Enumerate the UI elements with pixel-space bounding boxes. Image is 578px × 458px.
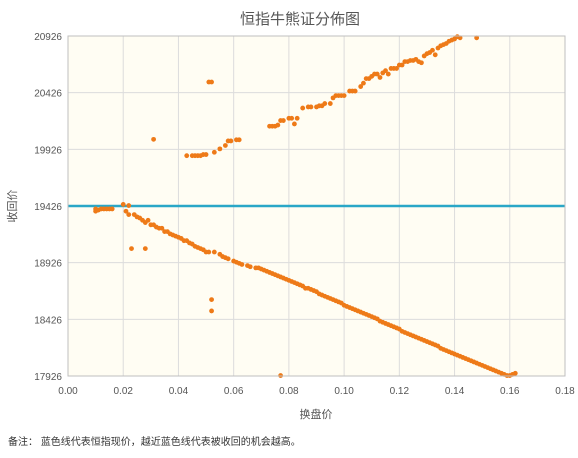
bull-point (225, 256, 231, 262)
y-axis-label: 收回价 (5, 190, 19, 223)
bear-point (275, 122, 281, 128)
x-tick-label: 0.10 (334, 386, 354, 397)
bear-point (228, 138, 234, 144)
x-axis-label: 换盘价 (300, 407, 333, 421)
bear-point (280, 118, 286, 123)
bear-point (374, 71, 380, 77)
bear-point (383, 68, 388, 74)
bear-point (236, 137, 242, 143)
bear-point (222, 143, 228, 148)
y-tick-label: 18926 (34, 259, 62, 270)
bear-point (385, 71, 391, 77)
x-tick-label: 0.06 (224, 386, 244, 397)
bear-point (289, 115, 295, 121)
bear-point (394, 66, 399, 71)
bull-point (247, 264, 253, 270)
y-tick-label: 20426 (34, 89, 62, 100)
x-axis-ticks: 0.00 0.02 0.04 0.06 0.08 0.10 0.12 0.14 0.16 0.18 (58, 386, 575, 397)
bear-point (217, 146, 223, 152)
y-tick-label: 18426 (34, 315, 62, 326)
bear-point (294, 115, 300, 121)
bull-point (145, 217, 151, 223)
x-tick-label: 0.16 (500, 386, 520, 397)
bear-point (419, 60, 424, 66)
bull-point (129, 246, 134, 252)
bear-point (211, 149, 217, 155)
bear-point (300, 105, 306, 111)
bull-point (211, 249, 217, 255)
plot-border (67, 35, 566, 377)
bear-point (151, 136, 156, 142)
data-points (93, 34, 518, 378)
x-tick-label: 0.04 (169, 386, 189, 397)
x-tick-label: 0.12 (390, 386, 410, 397)
bull-point (206, 249, 212, 255)
bull-point (126, 203, 132, 208)
bear-point (430, 47, 435, 53)
bear-point (292, 121, 297, 127)
x-tick-label: 0.14 (445, 386, 465, 397)
bear-point (399, 62, 405, 68)
bear-point (341, 93, 347, 99)
bull-point (239, 262, 245, 267)
bear-point (308, 104, 314, 110)
bear-point (184, 153, 190, 159)
bull-point (123, 208, 129, 214)
x-tick-label: 0.02 (113, 386, 133, 397)
chart-title: 恒指牛熊证分佈图 (240, 11, 360, 28)
bull-point (120, 202, 126, 207)
bear-point (322, 101, 328, 106)
bear-point (358, 84, 364, 89)
x-tick-label: 0.08 (279, 386, 299, 397)
bear-point (457, 35, 463, 41)
bear-point (327, 101, 333, 106)
bull-point (126, 212, 132, 218)
bear-point (361, 80, 366, 86)
bull-point (159, 225, 165, 231)
y-tick-label: 19926 (34, 145, 62, 156)
bear-point (432, 52, 438, 58)
footnote: 备注： 蓝色线代表恒指现价，越近蓝色线代表被收回的机会越高。 (8, 437, 301, 448)
bull-point (209, 297, 214, 303)
y-tick-label: 20926 (34, 32, 62, 43)
bull-point (209, 308, 214, 314)
bull-point (512, 370, 518, 376)
y-tick-label: 19426 (34, 202, 62, 213)
bear-point (474, 35, 480, 41)
bear-point (377, 75, 383, 80)
bear-point (352, 88, 358, 94)
bear-point (209, 79, 214, 85)
y-axis-ticks: 17926 18426 18926 19426 19926 20426 20926 (34, 32, 62, 383)
x-tick-label: 0.00 (58, 386, 78, 397)
x-tick-label: 0.18 (555, 386, 575, 397)
bear-point (203, 152, 209, 157)
bull-point (109, 206, 115, 212)
bull-point (142, 246, 148, 252)
y-tick-label: 17926 (34, 372, 62, 383)
